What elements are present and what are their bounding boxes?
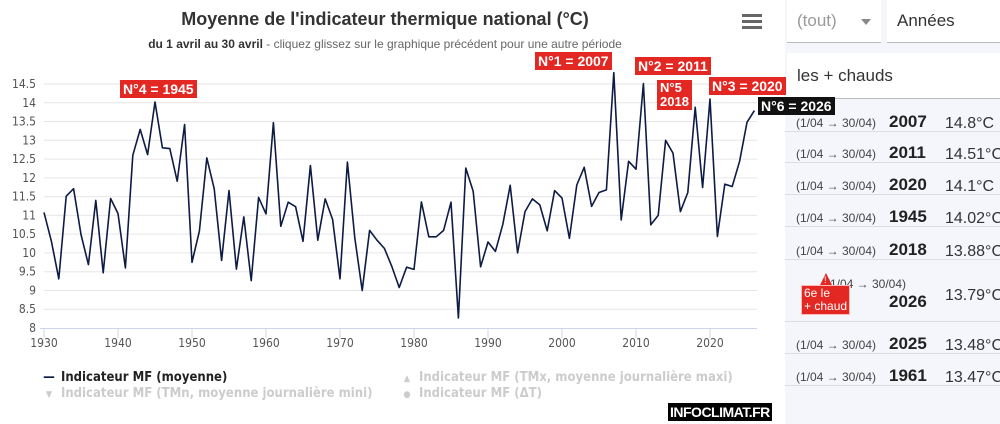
annotation-n3: N°3 = 2020 bbox=[709, 77, 786, 95]
row-value: 13.48°C bbox=[945, 337, 1000, 354]
x-tick-label: 1980 bbox=[400, 336, 428, 350]
chevron-down-icon bbox=[861, 19, 871, 30]
row-value: 14.51°C bbox=[945, 146, 1000, 163]
ranking-filter-select[interactable]: les + chauds bbox=[787, 53, 1000, 99]
row-period: (1/04 → 30/04) bbox=[795, 147, 876, 161]
x-tick-label: 1930 bbox=[30, 336, 58, 350]
x-tick-label: 1970 bbox=[326, 336, 354, 350]
y-tick-label: 14.5 bbox=[12, 77, 36, 91]
row-year: 2020 bbox=[889, 175, 927, 194]
ranking-row[interactable]: (1/04 → 30/04) 1945 14.02°C bbox=[785, 195, 1000, 227]
row-period: (1/04 → 30/04) bbox=[795, 211, 876, 225]
badge-line1: 6e le bbox=[804, 286, 831, 300]
row-value: 13.47°C bbox=[945, 369, 1000, 386]
triangle-down-icon: ▼ bbox=[45, 390, 53, 400]
x-tick-label: 2020 bbox=[696, 336, 724, 350]
row-value: 13.79°C bbox=[945, 287, 1000, 304]
legend-item-moyenne[interactable]: — Indicateur MF (moyenne) bbox=[43, 370, 228, 385]
annotation-n5-rank: N°5 bbox=[660, 80, 682, 95]
y-tick-label: 9.5 bbox=[19, 265, 36, 279]
row-value: 13.88°C bbox=[945, 243, 1000, 260]
x-tick-label: 2010 bbox=[622, 336, 650, 350]
row-value: 14.1°C bbox=[945, 178, 995, 195]
ranking-row[interactable]: (1/04 → 30/04) 2007 14.8°C bbox=[785, 100, 1000, 132]
row-year: 2025 bbox=[889, 334, 927, 353]
annotation-n2: N°2 = 2011 bbox=[635, 57, 711, 75]
row-period: (1/04 → 30/04) bbox=[795, 244, 876, 258]
y-tick-label: 12.5 bbox=[12, 152, 36, 166]
row-value: 14.8°C bbox=[945, 115, 995, 132]
y-tick-label: 8.5 bbox=[19, 302, 36, 316]
circle-icon: ● bbox=[403, 390, 411, 400]
hamburger-menu-icon[interactable] bbox=[742, 14, 762, 30]
legend-item-delta[interactable]: ● Indicateur MF (ΔT) bbox=[400, 386, 542, 401]
y-tick-label: 12 bbox=[22, 171, 36, 185]
row-year: 1961 bbox=[889, 366, 927, 385]
triangle-up-icon: ▲ bbox=[403, 374, 411, 384]
period-select[interactable]: (tout) bbox=[787, 0, 881, 43]
row-year: 2007 bbox=[889, 112, 927, 131]
legend-item-tmn[interactable]: ▼ Indicateur MF (TMn, moyenne journalière… bbox=[42, 386, 373, 401]
subtitle-hint: - cliquez glissez sur le graphique précé… bbox=[262, 37, 622, 51]
ranking-row[interactable]: (1/04 → 30/04) 2018 13.88°C bbox=[785, 228, 1000, 260]
rank-warning-badge: 6e le+ chaud bbox=[801, 273, 851, 315]
x-tick-label: 1960 bbox=[252, 336, 280, 350]
row-period: (1/04 → 30/04) bbox=[795, 179, 876, 193]
legend-label: Indicateur MF (ΔT) bbox=[419, 386, 542, 401]
chart-subtitle: du 1 avril au 30 avril - cliquez glissez… bbox=[0, 37, 770, 51]
annotation-n5-year: 2018 bbox=[660, 94, 689, 109]
x-tick-label: 1950 bbox=[178, 336, 206, 350]
subtitle-period: du 1 avril au 30 avril bbox=[148, 37, 263, 51]
x-tick-label: 2000 bbox=[548, 336, 576, 350]
y-tick-label: 13 bbox=[22, 133, 36, 147]
annotation-n1: N°1 = 2007 bbox=[535, 52, 612, 70]
annotation-n5: N°5 2018 bbox=[657, 80, 692, 110]
unit-select-value: Années bbox=[897, 11, 955, 30]
row-year: 2011 bbox=[889, 143, 926, 162]
period-select-value: (tout) bbox=[797, 11, 837, 30]
series-line-moyenne bbox=[43, 71, 756, 319]
y-tick-label: 14 bbox=[22, 96, 36, 110]
temperature-chart[interactable]: Moyenne de l'indicateur thermique nation… bbox=[0, 0, 835, 424]
legend-label: Indicateur MF (TMx, moyenne journalière … bbox=[419, 370, 733, 385]
row-period: (1/04 → 30/04) bbox=[795, 116, 876, 130]
y-tick-label: 10 bbox=[22, 246, 36, 260]
y-tick-label: 8 bbox=[29, 321, 36, 335]
annotation-n6: N°6 = 2026 bbox=[758, 97, 835, 115]
ranking-row[interactable]: (1/04 → 30/04) 2011 14.51°C bbox=[785, 131, 1000, 163]
ranking-row[interactable]: (1/04 → 30/04) 2020 14.1°C bbox=[785, 163, 1000, 195]
ranking-panel: (tout) Années les + chauds (1/04 → 30/04… bbox=[785, 0, 1000, 424]
y-tick-label: 9 bbox=[29, 283, 36, 297]
row-year: 2026 bbox=[889, 292, 927, 311]
y-tick-label: 10.5 bbox=[12, 227, 36, 241]
x-tick-label: 1990 bbox=[474, 336, 502, 350]
y-tick-label: 11.5 bbox=[12, 190, 36, 204]
y-tick-label: 11 bbox=[22, 208, 36, 222]
legend-label: Indicateur MF (moyenne) bbox=[61, 370, 228, 385]
row-year: 1945 bbox=[889, 207, 927, 226]
row-period: (1/04 → 30/04) bbox=[795, 370, 876, 384]
ranking-row[interactable]: (1/04 → 30/04) 2026 13.79°C6e le+ chaud bbox=[785, 260, 1000, 322]
unit-select[interactable]: Années bbox=[887, 0, 1000, 43]
row-period: (1/04 → 30/04) bbox=[795, 338, 876, 352]
legend-label: Indicateur MF (TMn, moyenne journalière … bbox=[61, 386, 373, 401]
x-tick-label: 1940 bbox=[104, 336, 132, 350]
filter-value: les + chauds bbox=[797, 66, 893, 85]
row-year: 2018 bbox=[889, 240, 927, 259]
legend-item-tmx[interactable]: ▲ Indicateur MF (TMx, moyenne journalière… bbox=[400, 370, 733, 385]
row-value: 14.02°C bbox=[945, 210, 1000, 227]
ranking-row[interactable]: (1/04 → 30/04) 2025 13.48°C bbox=[785, 322, 1000, 354]
plot-area[interactable]: 8 8.5 9 9.5 10 10.5 11 11.5 12 12.5 13 13.5 14 14.5 19… bbox=[0, 0, 785, 424]
chart-title: Moyenne de l'indicateur thermique nation… bbox=[181, 9, 589, 29]
infoclimat-logo[interactable]: INFOCLIMAT.FR bbox=[668, 403, 772, 421]
y-tick-label: 13.5 bbox=[12, 115, 36, 129]
badge-line2: + chaud bbox=[804, 299, 848, 313]
annotation-n4: N°4 = 1945 bbox=[120, 80, 197, 98]
ranking-row[interactable]: (1/04 → 30/04) 1961 13.47°C bbox=[785, 354, 1000, 386]
